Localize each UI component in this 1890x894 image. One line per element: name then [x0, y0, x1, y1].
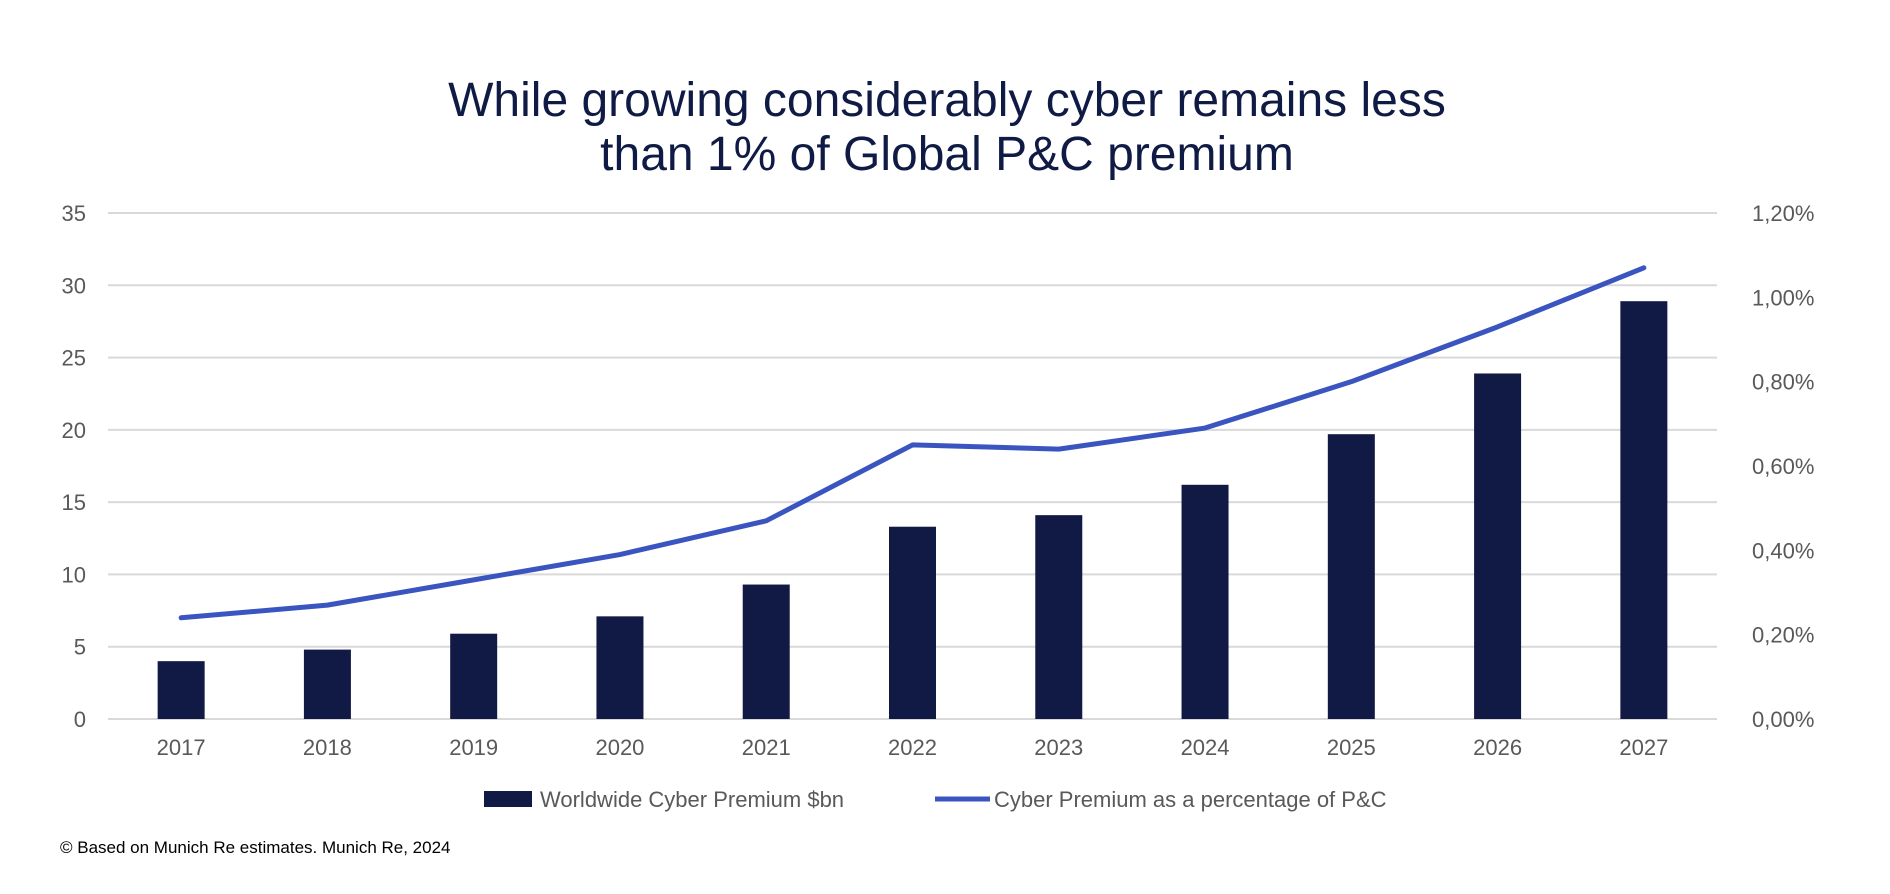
line-series-percentage [178, 265, 1647, 621]
y-right-tick-label: 0,80% [1752, 370, 1814, 395]
bar-2023 [1035, 515, 1083, 719]
y-left-tick-label: 5 [74, 635, 86, 660]
x-tick-label: 2017 [157, 735, 206, 760]
bar-2027 [1620, 301, 1668, 719]
y-right-tick-label: 0,40% [1752, 538, 1814, 563]
bar-2018 [303, 649, 351, 719]
legend-label-bar: Worldwide Cyber Premium $bn [540, 787, 844, 812]
y-left-tick-label: 10 [62, 562, 86, 587]
bar-2017 [157, 661, 205, 719]
bar-2025 [1327, 434, 1375, 719]
y-right-tick-label: 1,00% [1752, 285, 1814, 310]
x-tick-label: 2024 [1181, 735, 1230, 760]
legend-label-line: Cyber Premium as a percentage of P&C [994, 787, 1387, 812]
bar-2020 [596, 616, 644, 719]
y-right-tick-label: 1,20% [1752, 201, 1814, 226]
bar-2021 [742, 584, 790, 719]
legend: Worldwide Cyber Premium $bn Cyber Premiu… [484, 787, 1387, 812]
x-tick-label: 2025 [1327, 735, 1376, 760]
x-tick-label: 2019 [449, 735, 498, 760]
chart-title-line-2: than 1% of Global P&C premium [600, 128, 1294, 181]
x-tick-label: 2023 [1034, 735, 1083, 760]
y-left-tick-label: 25 [62, 346, 86, 371]
bar-2019 [450, 633, 498, 719]
y-left-tick-label: 0 [74, 707, 86, 732]
chart-title-line-1: While growing considerably cyber remains… [448, 74, 1446, 127]
y-left-tick-label: 20 [62, 418, 86, 443]
bar-2022 [889, 526, 936, 719]
y-right-tick-label: 0,60% [1752, 454, 1814, 479]
x-tick-label: 2026 [1473, 735, 1522, 760]
x-tick-label: 2020 [595, 735, 644, 760]
y-right-tick-label: 0,00% [1752, 707, 1814, 732]
bar-2026 [1474, 373, 1522, 719]
y-right-tick-label: 0,20% [1752, 623, 1814, 648]
y-left-tick-label: 15 [62, 490, 86, 515]
x-tick-label: 2018 [303, 735, 352, 760]
bar-2024 [1181, 484, 1229, 719]
x-tick-label: 2022 [888, 735, 937, 760]
y-left-tick-label: 30 [62, 273, 86, 298]
x-tick-label: 2021 [742, 735, 791, 760]
x-tick-label: 2027 [1619, 735, 1668, 760]
legend-swatch-bar [484, 791, 532, 807]
footer-source: © Based on Munich Re estimates. Munich R… [60, 838, 451, 857]
y-left-tick-label: 35 [62, 201, 86, 226]
